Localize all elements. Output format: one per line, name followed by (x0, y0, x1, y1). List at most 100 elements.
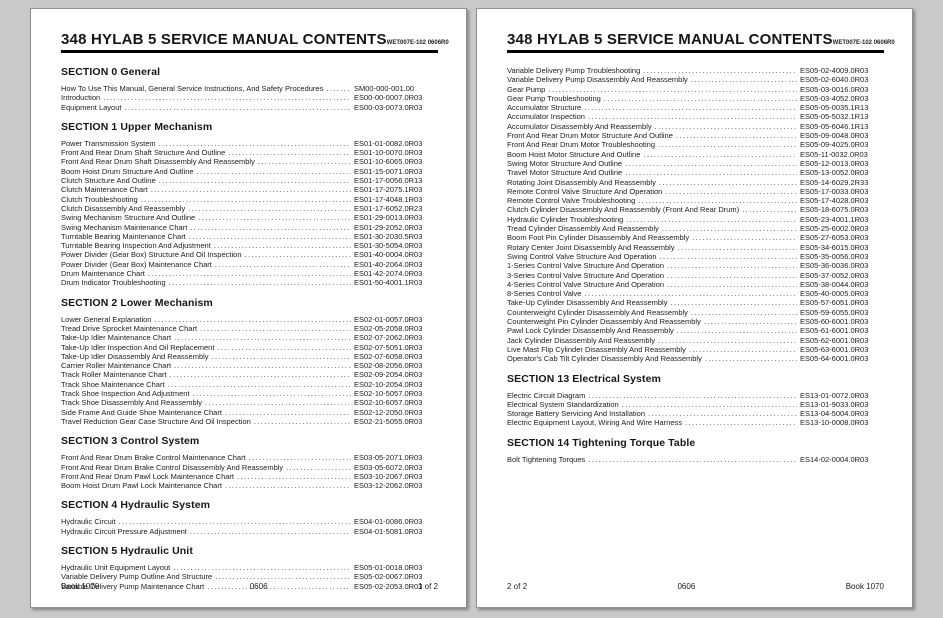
toc-entry-title: Hydraulic Unit Equipment Layout (61, 562, 171, 572)
toc-entry: Take-Up Cylinder Disassembly And Reassem… (507, 298, 884, 307)
dot-leader (625, 159, 797, 168)
toc-entry-code: ES01-15-0071.0R03 (354, 166, 423, 176)
toc-entry-code: ES01-30-2030.5R03 (354, 231, 423, 241)
toc-entry-title: Counterweight Cylinder Disassembly And R… (507, 307, 688, 317)
toc-entry-title: Clutch Structure And Outline (61, 176, 156, 186)
toc-entry-code: ES05-18-6075.0R03 (800, 205, 869, 215)
dot-leader (604, 94, 797, 103)
toc-entry-title: Carrier Roller Maintenance Chart (61, 361, 172, 371)
toc-entry-title: 1-Series Control Valve Structure And Ope… (507, 261, 665, 271)
dot-leader (169, 278, 351, 287)
toc-entry-code: ES05-40-0005.0R03 (800, 289, 869, 299)
dot-leader (193, 389, 351, 398)
toc-entry-title: Swing Mechanism Structure And Outline (61, 213, 196, 223)
toc-section: SECTION 2 Lower Mechanism Lower General … (61, 297, 438, 427)
toc-entry-code: ES01-10-6065.0R03 (354, 157, 423, 167)
dot-leader (174, 361, 351, 370)
dot-leader (124, 103, 351, 112)
dot-leader (154, 315, 351, 324)
dot-leader (258, 157, 351, 166)
section-entries: Lower General Explanation ES02-01-0057.0… (61, 315, 438, 427)
toc-entry-code: ES01-17-2075.1R03 (354, 185, 423, 195)
toc-entry-title: Storage Battery Servicing And Installati… (507, 409, 645, 419)
toc-entry-code: ES05-27-6053.0R03 (800, 233, 869, 243)
section-entries: Front And Rear Drum Brake Control Mainte… (61, 453, 438, 490)
toc-entry-code: ES02-10-6057.0R03 (354, 398, 423, 408)
toc-entry-code: ES05-17-4028.0R03 (800, 196, 869, 206)
toc-entry: Counterweight Cylinder Disassembly And R… (507, 308, 884, 317)
toc-entry: Clutch Troubleshooting ES01-17-4048.1R03 (61, 195, 438, 204)
toc-entry-title: Swing Control Valve Structure And Operat… (507, 251, 657, 261)
toc-entry-code: ES03-10-2067.0R03 (354, 471, 423, 481)
toc-entry-code: ES02-21-5055.0R03 (354, 416, 423, 426)
toc-entry: Hydraulic Circuit Pressure Adjustment ES… (61, 527, 438, 536)
dot-leader (742, 205, 797, 214)
dot-leader (103, 93, 351, 102)
toc-entry-title: Hydraulic Circuit Pressure Adjustment (61, 526, 187, 536)
toc-entry-title: Accumulator Inspection (507, 112, 585, 122)
toc-entry-title: Drum Maintenance Chart (61, 269, 145, 279)
toc-entry: Front And Rear Drum Motor Structure And … (507, 131, 884, 140)
toc-entry-title: Track Shoe Maintenance Chart (61, 379, 165, 389)
manual-page: 348 HYLAB 5 SERVICE MANUAL CONTENTS WET0… (30, 8, 467, 608)
toc-entry-title: Take-Up Idler Disassembly And Reassembly (61, 351, 209, 361)
toc-entry: Take-Up Idler Inspection And Oil Replace… (61, 343, 438, 352)
toc-entry: Clutch Cylinder Disassembly And Reassemb… (507, 205, 884, 214)
toc-entry-code: SM00-000-001.00 (354, 84, 415, 93)
toc-entry-code: ES01-10-0070.0R03 (354, 148, 423, 158)
toc-entry-code: ES02-07-6058.0R03 (354, 351, 423, 361)
dot-leader (190, 223, 351, 232)
toc-entry: Drum Indicator Troubleshooting ES01-50-4… (61, 278, 438, 287)
dot-leader (200, 324, 351, 333)
toc-entry: Boom Foot Pin Cylinder Disassembly And R… (507, 233, 884, 242)
section-entries: Hydraulic Unit Equipment Layout ES05-01-… (61, 563, 438, 591)
doc-code: WET007E-102 0606R0 (386, 40, 449, 46)
dot-leader (159, 139, 351, 148)
toc-entry: Clutch Disassembly And Reassembly ES01-1… (61, 204, 438, 213)
dot-leader (228, 148, 351, 157)
toc-entry-code: ES01-17-4048.1R03 (354, 194, 423, 204)
toc-entry-title: Take-Up Idler Inspection And Oil Replace… (61, 342, 215, 352)
dot-leader (225, 481, 351, 490)
dot-leader (173, 563, 351, 572)
toc-entry-code: ES05-59-6055.0R03 (800, 307, 869, 317)
section-entries: Electric Circuit Diagram ES13-01-0072.0R… (507, 391, 884, 428)
toc-entry: 1-Series Control Valve Structure And Ope… (507, 261, 884, 270)
toc-entry: Clutch Structure And Outline ES01-17-005… (61, 176, 438, 185)
toc-entry: Accumulator Inspection ES05-05-5032.1R13 (507, 112, 884, 121)
toc-entry-title: Track Shoe Disassembly And Reassembly (61, 398, 203, 408)
toc-entry: Boom Hoist Motor Structure And Outline E… (507, 150, 884, 159)
toc-entry: Accumulator Disassembly And Reassembly E… (507, 122, 884, 131)
dot-leader (659, 178, 797, 187)
toc-entry-code: ES05-12-0013.0R03 (800, 158, 869, 168)
dot-leader (249, 453, 351, 462)
footer-right: Book 1070 (845, 582, 884, 591)
toc-entry-code: ES05-34-6015.0R03 (800, 242, 869, 252)
toc-entry-title: Boom Hoist Drum Structure And Outline (61, 166, 194, 176)
dot-leader (197, 167, 351, 176)
toc-entry-title: Equipment Layout (61, 102, 122, 112)
footer-left: Book 1070 (61, 582, 100, 591)
toc-entry-code: ES02-10-5057.0R03 (354, 389, 423, 399)
toc-entry-title: Bolt Tightening Torques (507, 454, 586, 464)
toc-entry-code: ES01-01-0082.0R03 (354, 138, 423, 148)
section-heading: SECTION 4 Hydraulic System (61, 499, 211, 512)
toc-section: SECTION 14 Tightening Torque Table Bolt … (507, 437, 884, 464)
toc-entry-code: ES02-08-2056.0R03 (354, 361, 423, 371)
toc-entry-code: ES05-01-0018.0R03 (354, 562, 423, 572)
toc-entry-code: ES01-40-0004.0R03 (354, 250, 423, 260)
toc-entry: Track Roller Maintenance Chart ES02-09-2… (61, 370, 438, 379)
toc-entry-code: ES02-05-2058.0R03 (354, 323, 423, 333)
toc-entry-title: Electrical System Standardization (507, 399, 619, 409)
toc-entry-code: ES01-50-4001.1R03 (354, 278, 423, 288)
toc-entry-title: Swing Motor Structure And Outline (507, 158, 623, 168)
footer-center: 0606 (677, 582, 696, 591)
toc-entry: Front And Rear Drum Brake Control Disass… (61, 463, 438, 472)
toc-section: SECTION 3 Control System Front And Rear … (61, 435, 438, 490)
toc-entry-title: Live Mast Flip Cylinder Disassembly And … (507, 344, 686, 354)
dot-leader (170, 370, 351, 379)
toc-entry-code: ES05-05-5032.1R13 (800, 112, 869, 122)
toc-entry-title: Accumulator Disassembly And Reassembly (507, 121, 652, 131)
dot-leader (667, 271, 797, 280)
toc-entry: Lower General Explanation ES02-01-0057.0… (61, 315, 438, 324)
